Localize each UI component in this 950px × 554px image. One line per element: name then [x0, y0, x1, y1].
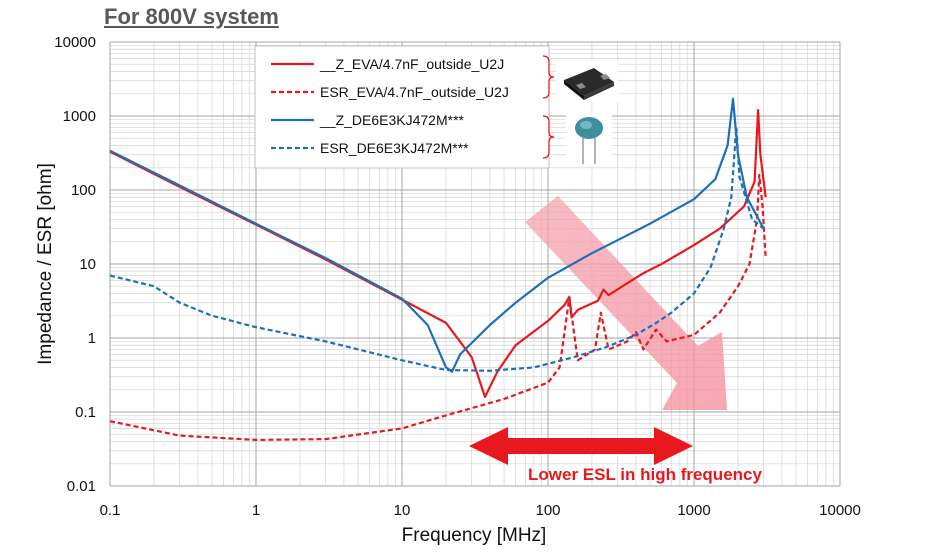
smd-capacitor-icon	[556, 60, 618, 102]
legend: __Z_EVA/4.7nF_outside_U2J ESR_EVA/4.7nF_o…	[254, 45, 618, 169]
legend-label-0: __Z_EVA/4.7nF_outside_U2J	[319, 56, 504, 72]
y-tick-label: 1000	[63, 108, 96, 125]
y-axis-title: Impedance / ESR [ohm]	[35, 163, 56, 365]
y-tick-label: 0.1	[75, 404, 96, 421]
series-line-1	[109, 173, 767, 441]
y-tick-label: 10000	[54, 34, 96, 51]
series-line-2	[109, 97, 765, 373]
legend-brace-top	[542, 55, 555, 99]
frequency-range-arrow	[469, 427, 693, 465]
x-axis-title: Frequency [MHz]	[402, 525, 547, 546]
series-line-3	[109, 126, 765, 372]
x-tick-labels: 0.1 1 10 100 1000 10000	[100, 502, 861, 519]
series-layer	[109, 97, 767, 441]
x-tick-label: 0.1	[100, 502, 121, 519]
legend-label-1: ESR_EVA/4.7nF_outside_U2J	[320, 84, 509, 100]
legend-label-2: __Z_DE6E3KJ472M***	[319, 112, 465, 128]
x-tick-label: 10000	[819, 502, 861, 519]
trend-arrow	[525, 196, 727, 410]
major-gridlines	[109, 41, 841, 487]
y-tick-label: 0.01	[67, 478, 96, 495]
annotation-label: Lower ESL in high frequency	[528, 465, 762, 484]
disc-capacitor-icon	[566, 112, 612, 166]
y-tick-label: 1	[88, 330, 96, 347]
x-tick-label: 1000	[677, 502, 710, 519]
page-title: For 800V system	[104, 4, 279, 29]
series-line-0	[109, 109, 767, 398]
y-tick-label: 100	[71, 182, 96, 199]
y-tick-label: 10	[79, 256, 96, 273]
legend-brace-bottom	[542, 115, 555, 159]
x-tick-label: 10	[394, 502, 411, 519]
legend-label-3: ESR_DE6E3KJ472M***	[320, 140, 469, 156]
x-tick-label: 100	[535, 502, 560, 519]
y-tick-labels: 10000 1000 100 10 1 0.1 0.01	[54, 34, 96, 495]
x-tick-label: 1	[252, 502, 260, 519]
